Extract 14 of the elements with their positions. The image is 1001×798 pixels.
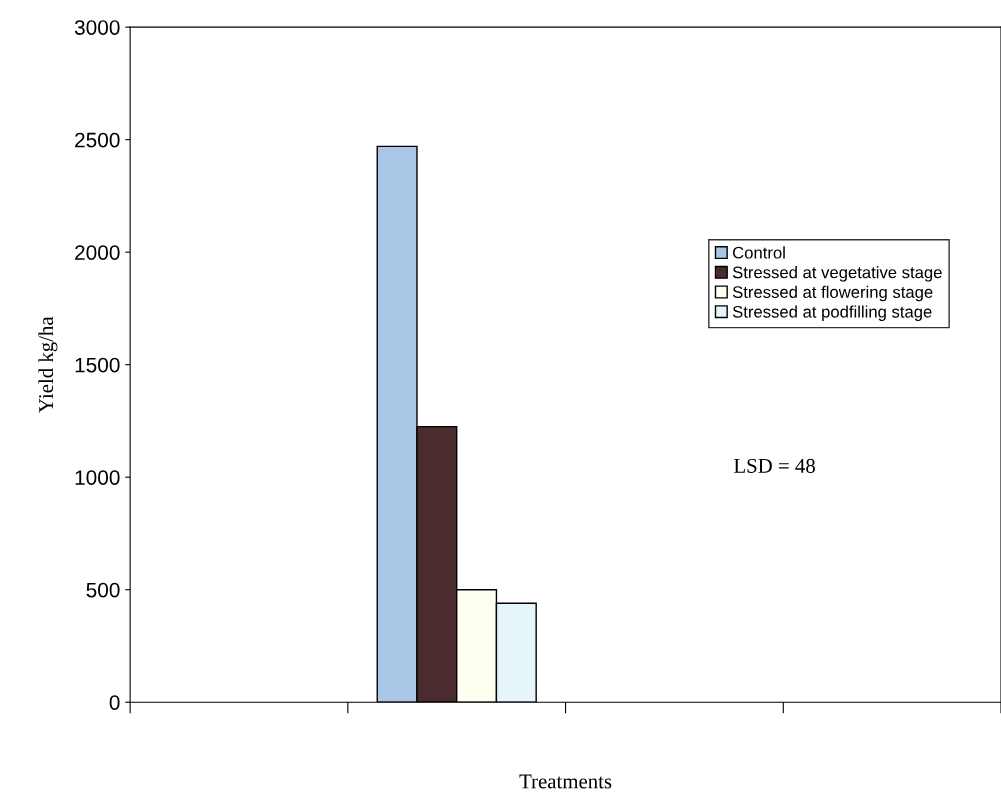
legend-label: Stressed at vegetative stage (732, 266, 942, 282)
x-axis-title: Treatments (519, 774, 612, 789)
y-tick-label: 0 (109, 695, 120, 710)
y-tick-label: 1500 (75, 357, 120, 373)
y-tick-label: 3000 (74, 20, 120, 35)
y-tick-label: 2000 (75, 245, 120, 260)
y-tick-label: 500 (86, 582, 120, 598)
legend-label: Control (733, 246, 785, 259)
annotation: LSD = 48 (734, 458, 815, 473)
y-tick-label: 1000 (75, 470, 120, 485)
legend-label: Stressed at flowering stage (732, 285, 933, 302)
y-tick-label: 2500 (75, 132, 120, 148)
y-axis-title: Yield kg/ha (38, 316, 58, 413)
legend-label: Stressed at podfilling stage (732, 305, 932, 321)
